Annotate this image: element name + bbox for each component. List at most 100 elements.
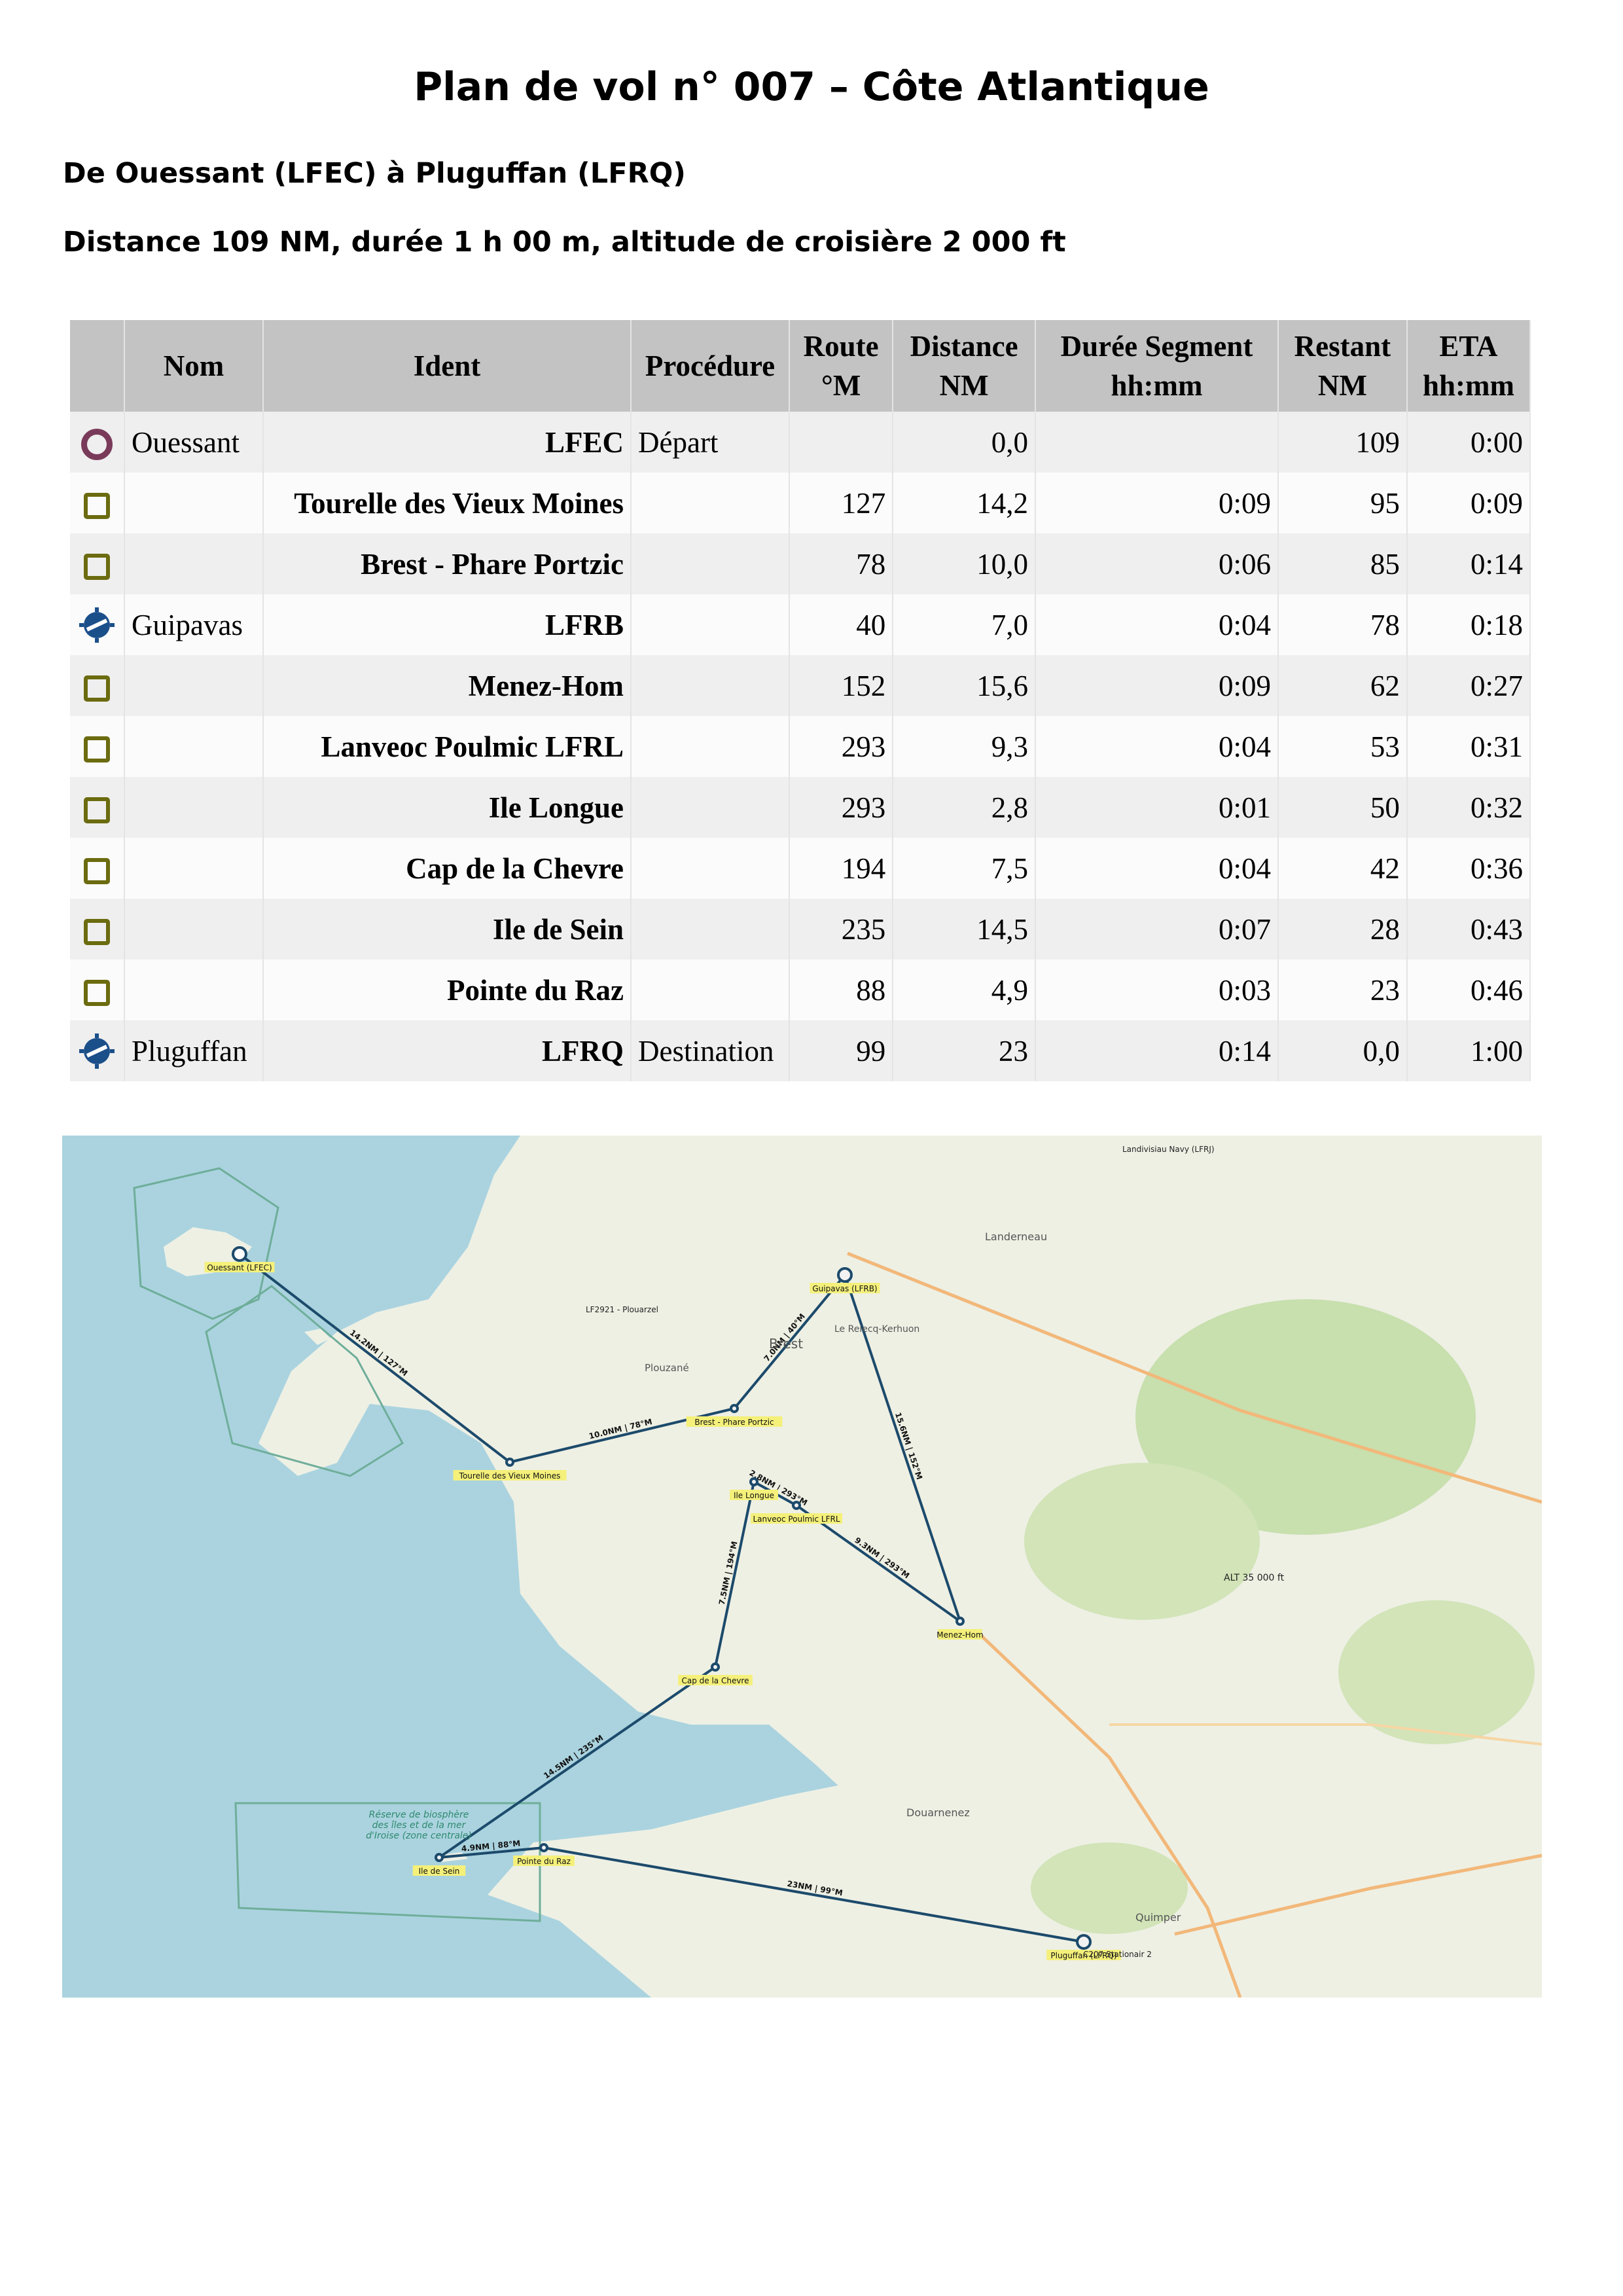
cell-restant: 78 (1277, 594, 1408, 655)
map-label-brest: Brest (769, 1336, 803, 1352)
header-ident: Ident (263, 320, 632, 412)
table-row: Guipavas LFRB 40 7,0 0:04 78 0:18 (70, 594, 1531, 655)
cell-eta: 0:27 (1406, 655, 1531, 716)
icon-cell (70, 1020, 125, 1081)
cell-procedure (631, 533, 790, 594)
map-label-pluguffan-zone: C207 Stationair 2 (1083, 1950, 1152, 1959)
route-waypoints[interactable]: Ouessant (LFEC) Tourelle des Vieux Moines… (204, 1246, 1121, 1960)
cell-route: 127 (789, 473, 894, 533)
table-header-row: Nom Ident Procédure Route °M Distance NM D… (70, 320, 1531, 412)
map-land-crozon (645, 1443, 1044, 1679)
icon-cell (70, 777, 125, 838)
cell-duree: 0:07 (1035, 899, 1279, 960)
map-label-le-relecq: Le Relecq-Kerhuon (834, 1324, 919, 1335)
cell-restant: 28 (1277, 899, 1408, 960)
waypoint-vieux-moines[interactable]: Tourelle des Vieux Moines (453, 1458, 567, 1480)
waypoint-square-icon (84, 736, 110, 763)
flight-plan-rows: Ouessant LFEC Départ 0,0 109 0:00 Tourelle des… (70, 412, 1531, 1081)
waypoint-square-icon (84, 980, 110, 1007)
map-forest-3 (1338, 1600, 1535, 1744)
waypoint-menez-hom[interactable]: Menez-Hom (936, 1617, 984, 1640)
waypoint-square-icon (84, 493, 110, 520)
cell-duree (1035, 412, 1279, 473)
cell-route: 194 (789, 838, 894, 899)
cell-eta: 0:14 (1406, 533, 1531, 594)
waypoint-portzic[interactable]: Brest - Phare Portzic (686, 1404, 783, 1427)
map-label-lf2921: LF2921 - Plouarzel (586, 1305, 658, 1314)
waypoint-cap-chevre[interactable]: Cap de la Chevre (678, 1662, 753, 1685)
cell-ident: Menez-Hom (263, 655, 632, 716)
waypoint-label: Guipavas (LFRB) (812, 1284, 877, 1293)
waypoint-label: Menez-Hom (936, 1630, 983, 1640)
table-row: Lanveoc Poulmic LFRL 293 9,3 0:04 53 0:31 (70, 716, 1531, 777)
map-label-landivisiau: Landivisiau Navy (LFRJ) (1122, 1145, 1215, 1154)
route-map[interactable]: 14.2NM | 127°M 10.0NM | 78°M 7.0NM | 40°M 1… (62, 1136, 1542, 1998)
icon-cell (70, 533, 125, 594)
waypoint-label: Ile Longue (734, 1491, 774, 1500)
icon-cell (70, 412, 125, 473)
table-row: Pointe du Raz 88 4,9 0:03 23 0:46 (70, 960, 1531, 1020)
waypoint-guipavas[interactable]: Guipavas (LFRB) (810, 1267, 880, 1293)
waypoint-square-icon (84, 554, 110, 581)
cell-nom (124, 777, 264, 838)
cell-route: 293 (789, 716, 894, 777)
map-land-cap-sizun (488, 1770, 991, 1998)
map-label-quimper: Quimper (1135, 1911, 1181, 1924)
route-leg-line (238, 1253, 511, 1463)
waypoint-label: Pluguffan (LFRQ) (1050, 1951, 1116, 1960)
cell-distance: 23 (893, 1020, 1037, 1081)
table-row: Tourelle des Vieux Moines 127 14,2 0:09 95 0:… (70, 473, 1531, 533)
cell-restant: 85 (1277, 533, 1408, 594)
cell-eta: 1:00 (1406, 1020, 1531, 1081)
route-leg-line (714, 1481, 755, 1668)
map-land-brest-peninsula (494, 1247, 926, 1437)
cell-nom (124, 899, 264, 960)
header-procedure: Procédure (631, 320, 790, 412)
cell-nom (124, 838, 264, 899)
cell-distance: 14,5 (893, 899, 1037, 960)
waypoint-ile-sein[interactable]: Ile de Sein (412, 1853, 466, 1876)
cell-procedure: Destination (631, 1020, 790, 1081)
cell-duree: 0:04 (1035, 838, 1279, 899)
table-row: Menez-Hom 152 15,6 0:09 62 0:27 (70, 655, 1531, 716)
cell-duree: 0:09 (1035, 473, 1279, 533)
cell-eta: 0:46 (1406, 960, 1531, 1020)
map-forest-4 (1031, 1842, 1188, 1934)
waypoint-ile-longue[interactable]: Ile Longue (730, 1477, 778, 1500)
cell-distance: 10,0 (893, 533, 1037, 594)
cell-procedure: Départ (631, 412, 790, 473)
table-row: Ile Longue 293 2,8 0:01 50 0:32 (70, 777, 1531, 838)
waypoint-square-icon (84, 797, 110, 824)
cell-route: 40 (789, 594, 894, 655)
waypoint-pointe-raz[interactable]: Pointe du Raz (513, 1843, 575, 1866)
cell-nom (124, 473, 264, 533)
cell-distance: 4,9 (893, 960, 1037, 1020)
cell-nom (124, 960, 264, 1020)
cell-ident: Tourelle des Vieux Moines (263, 473, 632, 533)
aerodrome-icon (79, 1033, 115, 1069)
cell-duree: 0:04 (1035, 594, 1279, 655)
waypoint-ouessant[interactable]: Ouessant (LFEC) (204, 1246, 275, 1272)
cell-procedure (631, 473, 790, 533)
waypoint-pluguffan[interactable]: Pluguffan (LFRQ) (1046, 1934, 1121, 1960)
route-leg-line (438, 1666, 717, 1859)
cell-ident: LFRB (263, 594, 632, 655)
map-label-reserve: Réserve de biosphère des îles et de la m… (366, 1810, 472, 1841)
cell-restant: 95 (1277, 473, 1408, 533)
header-icon-cell (70, 320, 125, 412)
cell-ident: Lanveoc Poulmic LFRL (263, 716, 632, 777)
map-forest-2 (1024, 1463, 1260, 1620)
waypoint-label: Lanveoc Poulmic LFRL (753, 1515, 840, 1524)
header-nom: Nom (124, 320, 264, 412)
aerodrome-icon (79, 607, 115, 643)
waypoint-label: Ile de Sein (419, 1867, 460, 1876)
map-land-molene (304, 1329, 330, 1345)
table-row: Brest - Phare Portzic 78 10,0 0:06 85 0:14 (70, 533, 1531, 594)
cell-restant: 62 (1277, 655, 1408, 716)
waypoint-lanveoc[interactable]: Lanveoc Poulmic LFRL (751, 1501, 842, 1524)
cell-ident: Brest - Phare Portzic (263, 533, 632, 594)
cell-procedure (631, 655, 790, 716)
icon-cell (70, 473, 125, 533)
waypoint-square-icon (84, 919, 110, 946)
cell-restant: 109 (1277, 412, 1408, 473)
